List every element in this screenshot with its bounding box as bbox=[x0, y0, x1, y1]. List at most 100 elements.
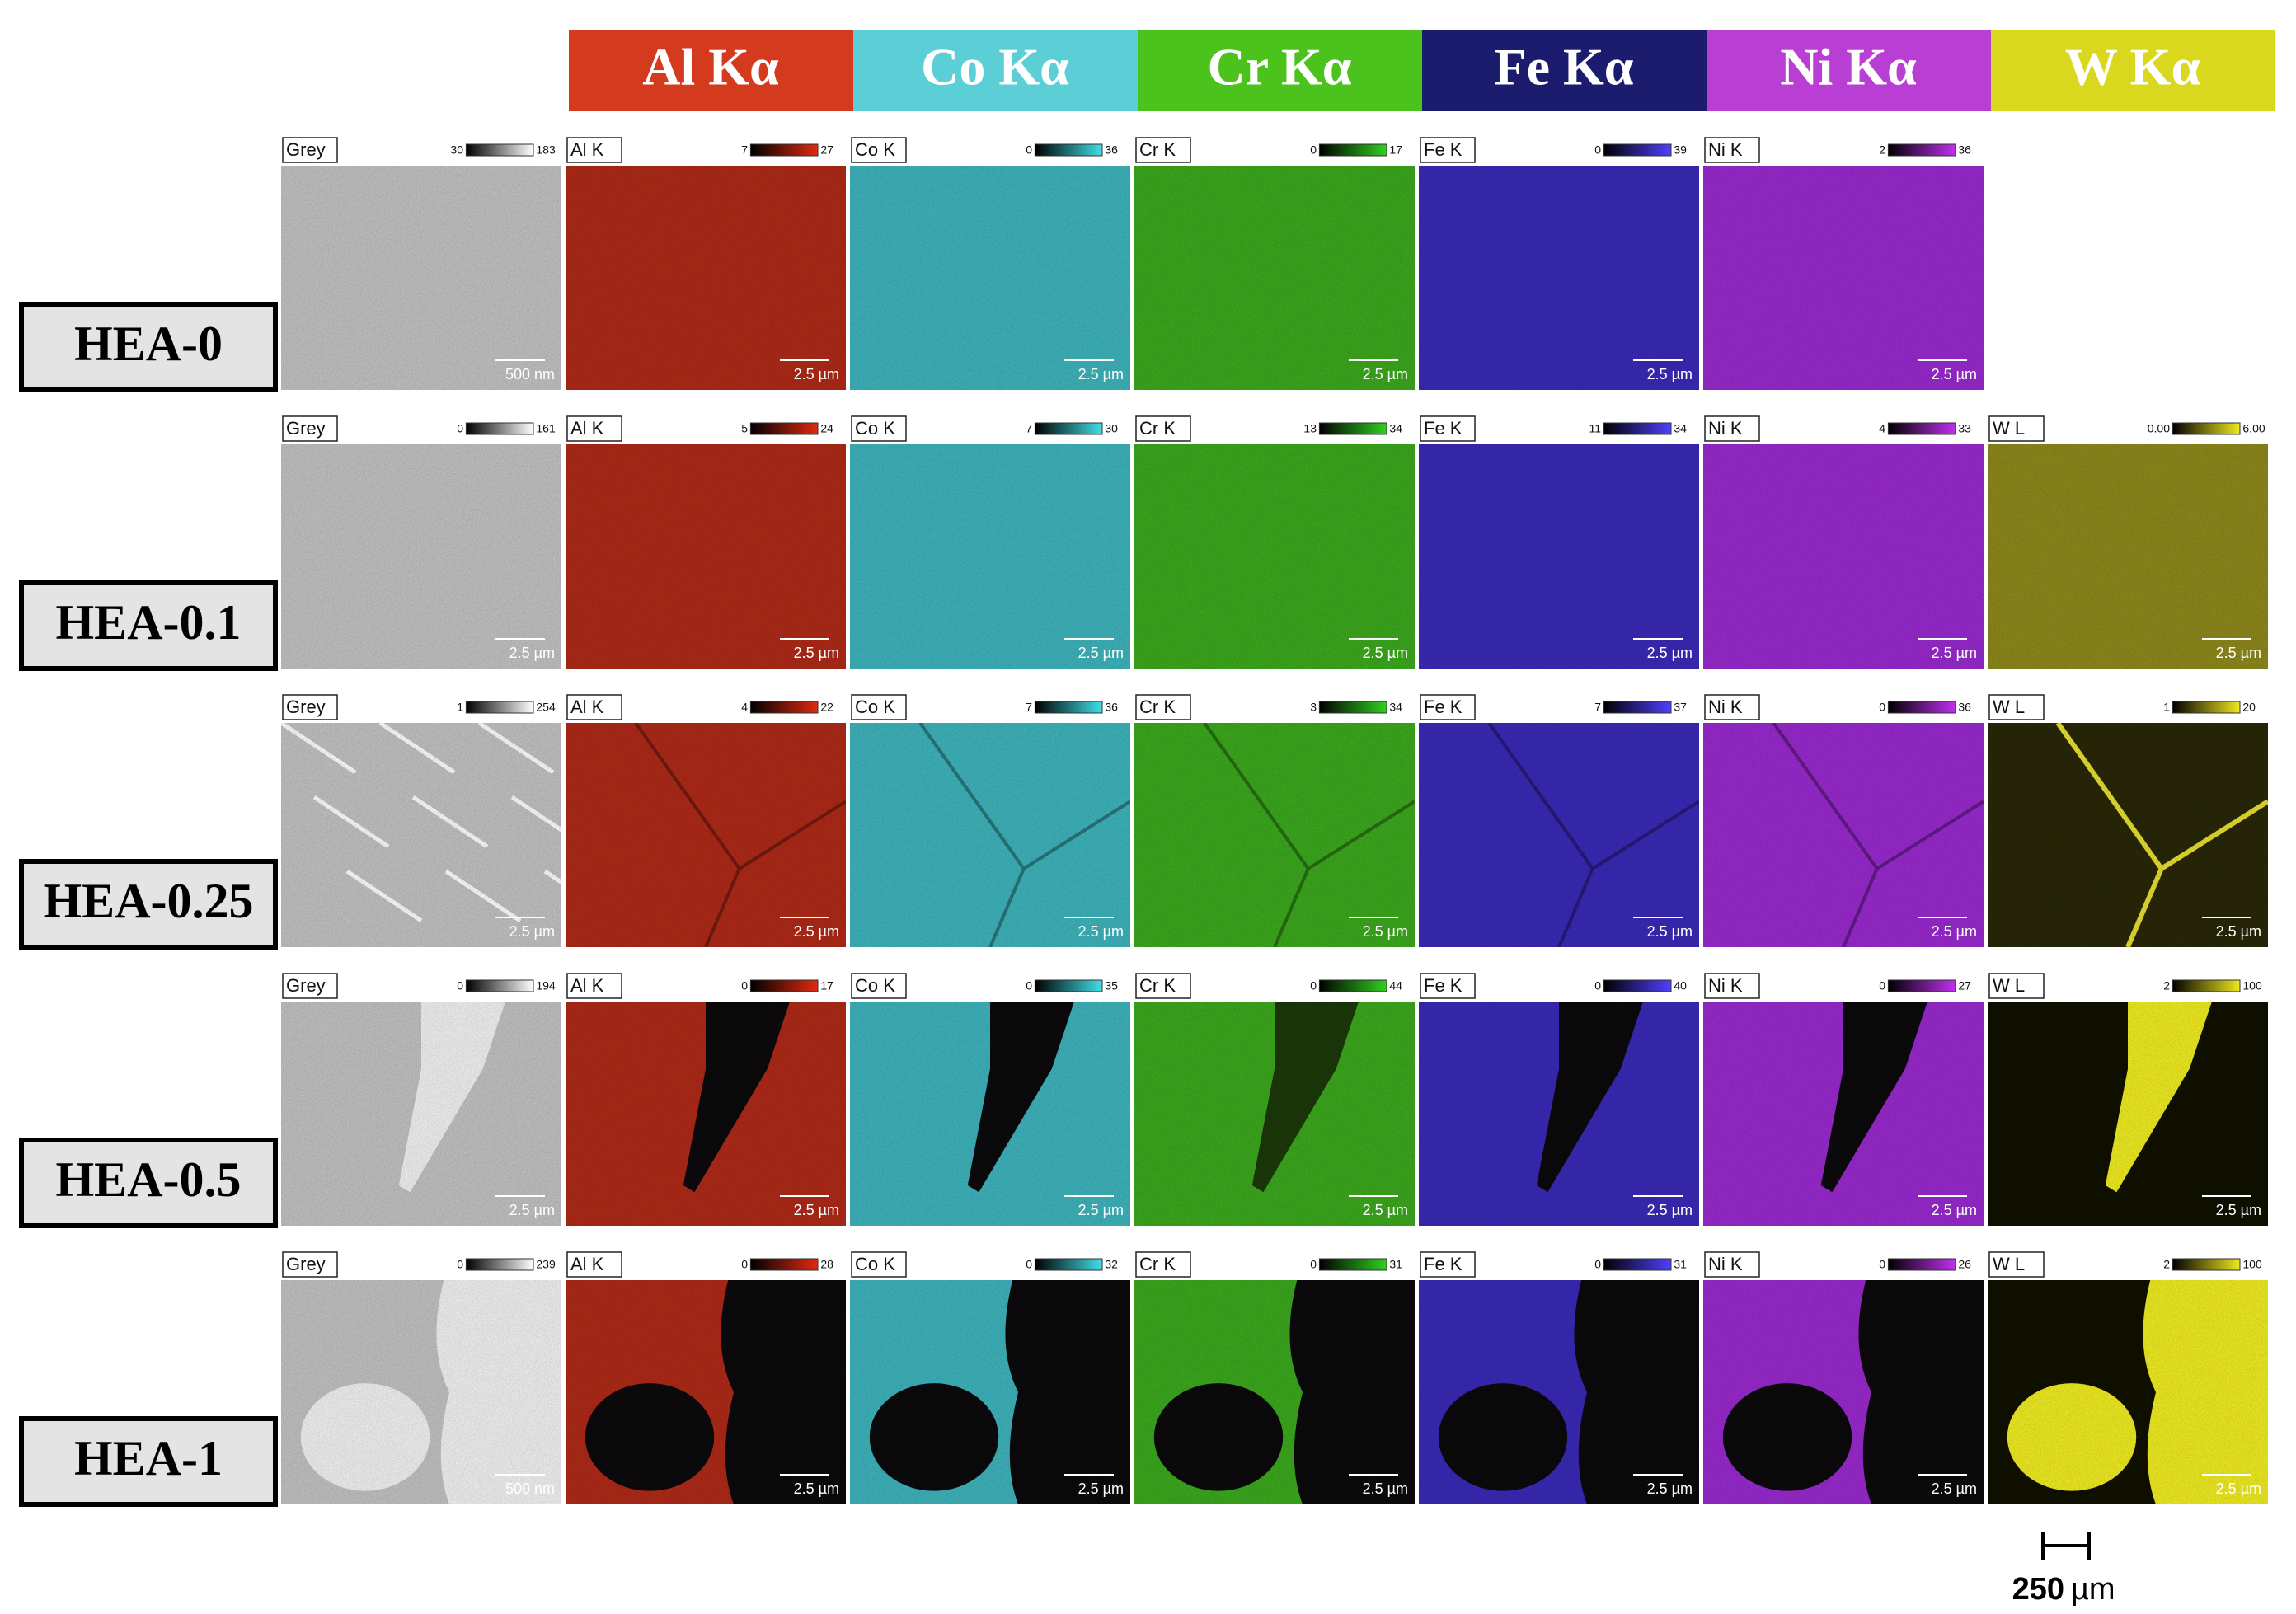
color-bar bbox=[1318, 979, 1387, 992]
color-bar-min: 0 bbox=[1879, 1258, 1885, 1271]
channel-tag-box bbox=[566, 137, 622, 163]
scale-text: 2.5 µm bbox=[1647, 1202, 1693, 1218]
color-bar bbox=[465, 979, 534, 992]
color-bar-max: 33 bbox=[1958, 422, 1971, 435]
element-header bbox=[1138, 30, 1422, 111]
element-header-label: Al Kα bbox=[642, 38, 779, 96]
channel-tag: Grey bbox=[286, 418, 326, 439]
channel-tag: Cr K bbox=[1139, 139, 1176, 160]
channel-tag-box bbox=[1135, 694, 1191, 720]
scale-text: 2.5 µm bbox=[509, 923, 555, 940]
color-bar-max: 161 bbox=[536, 422, 556, 435]
channel-tag-box bbox=[1704, 1251, 1760, 1278]
color-bar bbox=[1603, 701, 1672, 714]
color-bar-min: 3 bbox=[1310, 701, 1317, 714]
map-texture bbox=[1703, 1280, 1984, 1504]
map-texture bbox=[1134, 723, 1415, 947]
sample-label-box bbox=[19, 302, 278, 392]
color-bar-max: 183 bbox=[536, 143, 556, 157]
channel-tag-box bbox=[1420, 973, 1476, 999]
color-bar-max: 17 bbox=[820, 979, 833, 992]
element-header-label: Fe Kα bbox=[1495, 38, 1634, 96]
map-texture bbox=[566, 723, 846, 947]
channel-tag: Al K bbox=[570, 418, 604, 439]
scale-bar bbox=[2041, 1532, 2091, 1560]
color-bar-min: 4 bbox=[1879, 422, 1885, 435]
scale-text: 2.5 µm bbox=[1932, 1202, 1977, 1218]
channel-tag: Fe K bbox=[1424, 975, 1463, 996]
color-bar-min: 30 bbox=[450, 143, 463, 157]
channel-tag: W L bbox=[1993, 1254, 2025, 1274]
color-bar-min: 0 bbox=[1026, 143, 1032, 157]
channel-tag-box bbox=[1135, 415, 1191, 442]
color-bar bbox=[2172, 422, 2241, 435]
color-bar bbox=[1034, 979, 1103, 992]
color-bar-min: 0 bbox=[1879, 701, 1885, 714]
scale-text: 2.5 µm bbox=[1932, 1480, 1977, 1497]
sample-label: HEA-0.5 bbox=[56, 1152, 242, 1207]
map-texture bbox=[281, 166, 561, 390]
color-bar-min: 0 bbox=[457, 979, 463, 992]
channel-tag-box bbox=[1704, 973, 1760, 999]
scale-text: 2.5 µm bbox=[2216, 1480, 2261, 1497]
scale-bar-unit: µm bbox=[2071, 1572, 2115, 1607]
scale-text: 2.5 µm bbox=[1932, 645, 1977, 661]
channel-tag-box bbox=[1988, 1251, 2045, 1278]
map-texture bbox=[1703, 166, 1984, 390]
color-bar-max: 100 bbox=[2242, 1258, 2262, 1271]
color-bar-max: 100 bbox=[2242, 979, 2262, 992]
sample-label-box bbox=[19, 580, 278, 671]
color-bar bbox=[749, 701, 819, 714]
channel-tag-box bbox=[1704, 415, 1760, 442]
color-bar-max: 32 bbox=[1105, 1258, 1118, 1271]
color-bar-max: 34 bbox=[1389, 422, 1402, 435]
channel-tag-box bbox=[566, 1251, 622, 1278]
color-bar bbox=[749, 143, 819, 157]
channel-tag: Co K bbox=[855, 139, 895, 160]
color-bar bbox=[1887, 422, 1956, 435]
color-bar-min: 0 bbox=[1310, 979, 1317, 992]
color-bar-max: 40 bbox=[1674, 979, 1687, 992]
scale-text: 2.5 µm bbox=[794, 1202, 839, 1218]
channel-tag-box bbox=[1420, 415, 1476, 442]
channel-tag-box bbox=[282, 973, 338, 999]
channel-tag: Grey bbox=[286, 697, 326, 717]
color-bar-max: 30 bbox=[1105, 422, 1118, 435]
element-header bbox=[853, 30, 1138, 111]
scale-text: 500 nm bbox=[505, 366, 555, 382]
channel-tag-box bbox=[1135, 973, 1191, 999]
scale-text: 2.5 µm bbox=[1078, 645, 1124, 661]
channel-tag-box bbox=[851, 1251, 907, 1278]
scale-text: 2.5 µm bbox=[1932, 923, 1977, 940]
color-bar bbox=[1887, 701, 1956, 714]
color-bar-min: 2 bbox=[2163, 1258, 2170, 1271]
color-bar-min: 13 bbox=[1303, 422, 1317, 435]
scale-text: 2.5 µm bbox=[1363, 645, 1408, 661]
map-texture bbox=[281, 1002, 561, 1226]
sample-label-box bbox=[19, 859, 278, 950]
color-bar-min: 0 bbox=[1026, 979, 1032, 992]
channel-tag: Fe K bbox=[1424, 697, 1463, 717]
scale-text: 2.5 µm bbox=[1363, 1202, 1408, 1218]
channel-tag: Al K bbox=[570, 697, 604, 717]
color-bar-min: 0 bbox=[741, 1258, 748, 1271]
map-texture bbox=[566, 444, 846, 669]
color-bar bbox=[1318, 143, 1387, 157]
channel-tag-box bbox=[851, 137, 907, 163]
color-bar-max: 254 bbox=[536, 701, 556, 714]
color-bar-max: 22 bbox=[820, 701, 833, 714]
sample-label: HEA-0 bbox=[74, 317, 223, 371]
color-bar-min: 0 bbox=[1310, 1258, 1317, 1271]
color-bar-max: 6.00 bbox=[2242, 422, 2265, 435]
color-bar bbox=[1603, 979, 1672, 992]
element-header bbox=[569, 30, 853, 111]
channel-tag: Grey bbox=[286, 139, 326, 160]
color-bar-max: 36 bbox=[1958, 143, 1971, 157]
map-texture bbox=[1988, 444, 2268, 669]
color-bar bbox=[749, 422, 819, 435]
scale-text: 2.5 µm bbox=[1078, 1480, 1124, 1497]
color-bar-min: 7 bbox=[1026, 701, 1032, 714]
color-bar-max: 39 bbox=[1674, 143, 1687, 157]
color-bar bbox=[1887, 1258, 1956, 1271]
